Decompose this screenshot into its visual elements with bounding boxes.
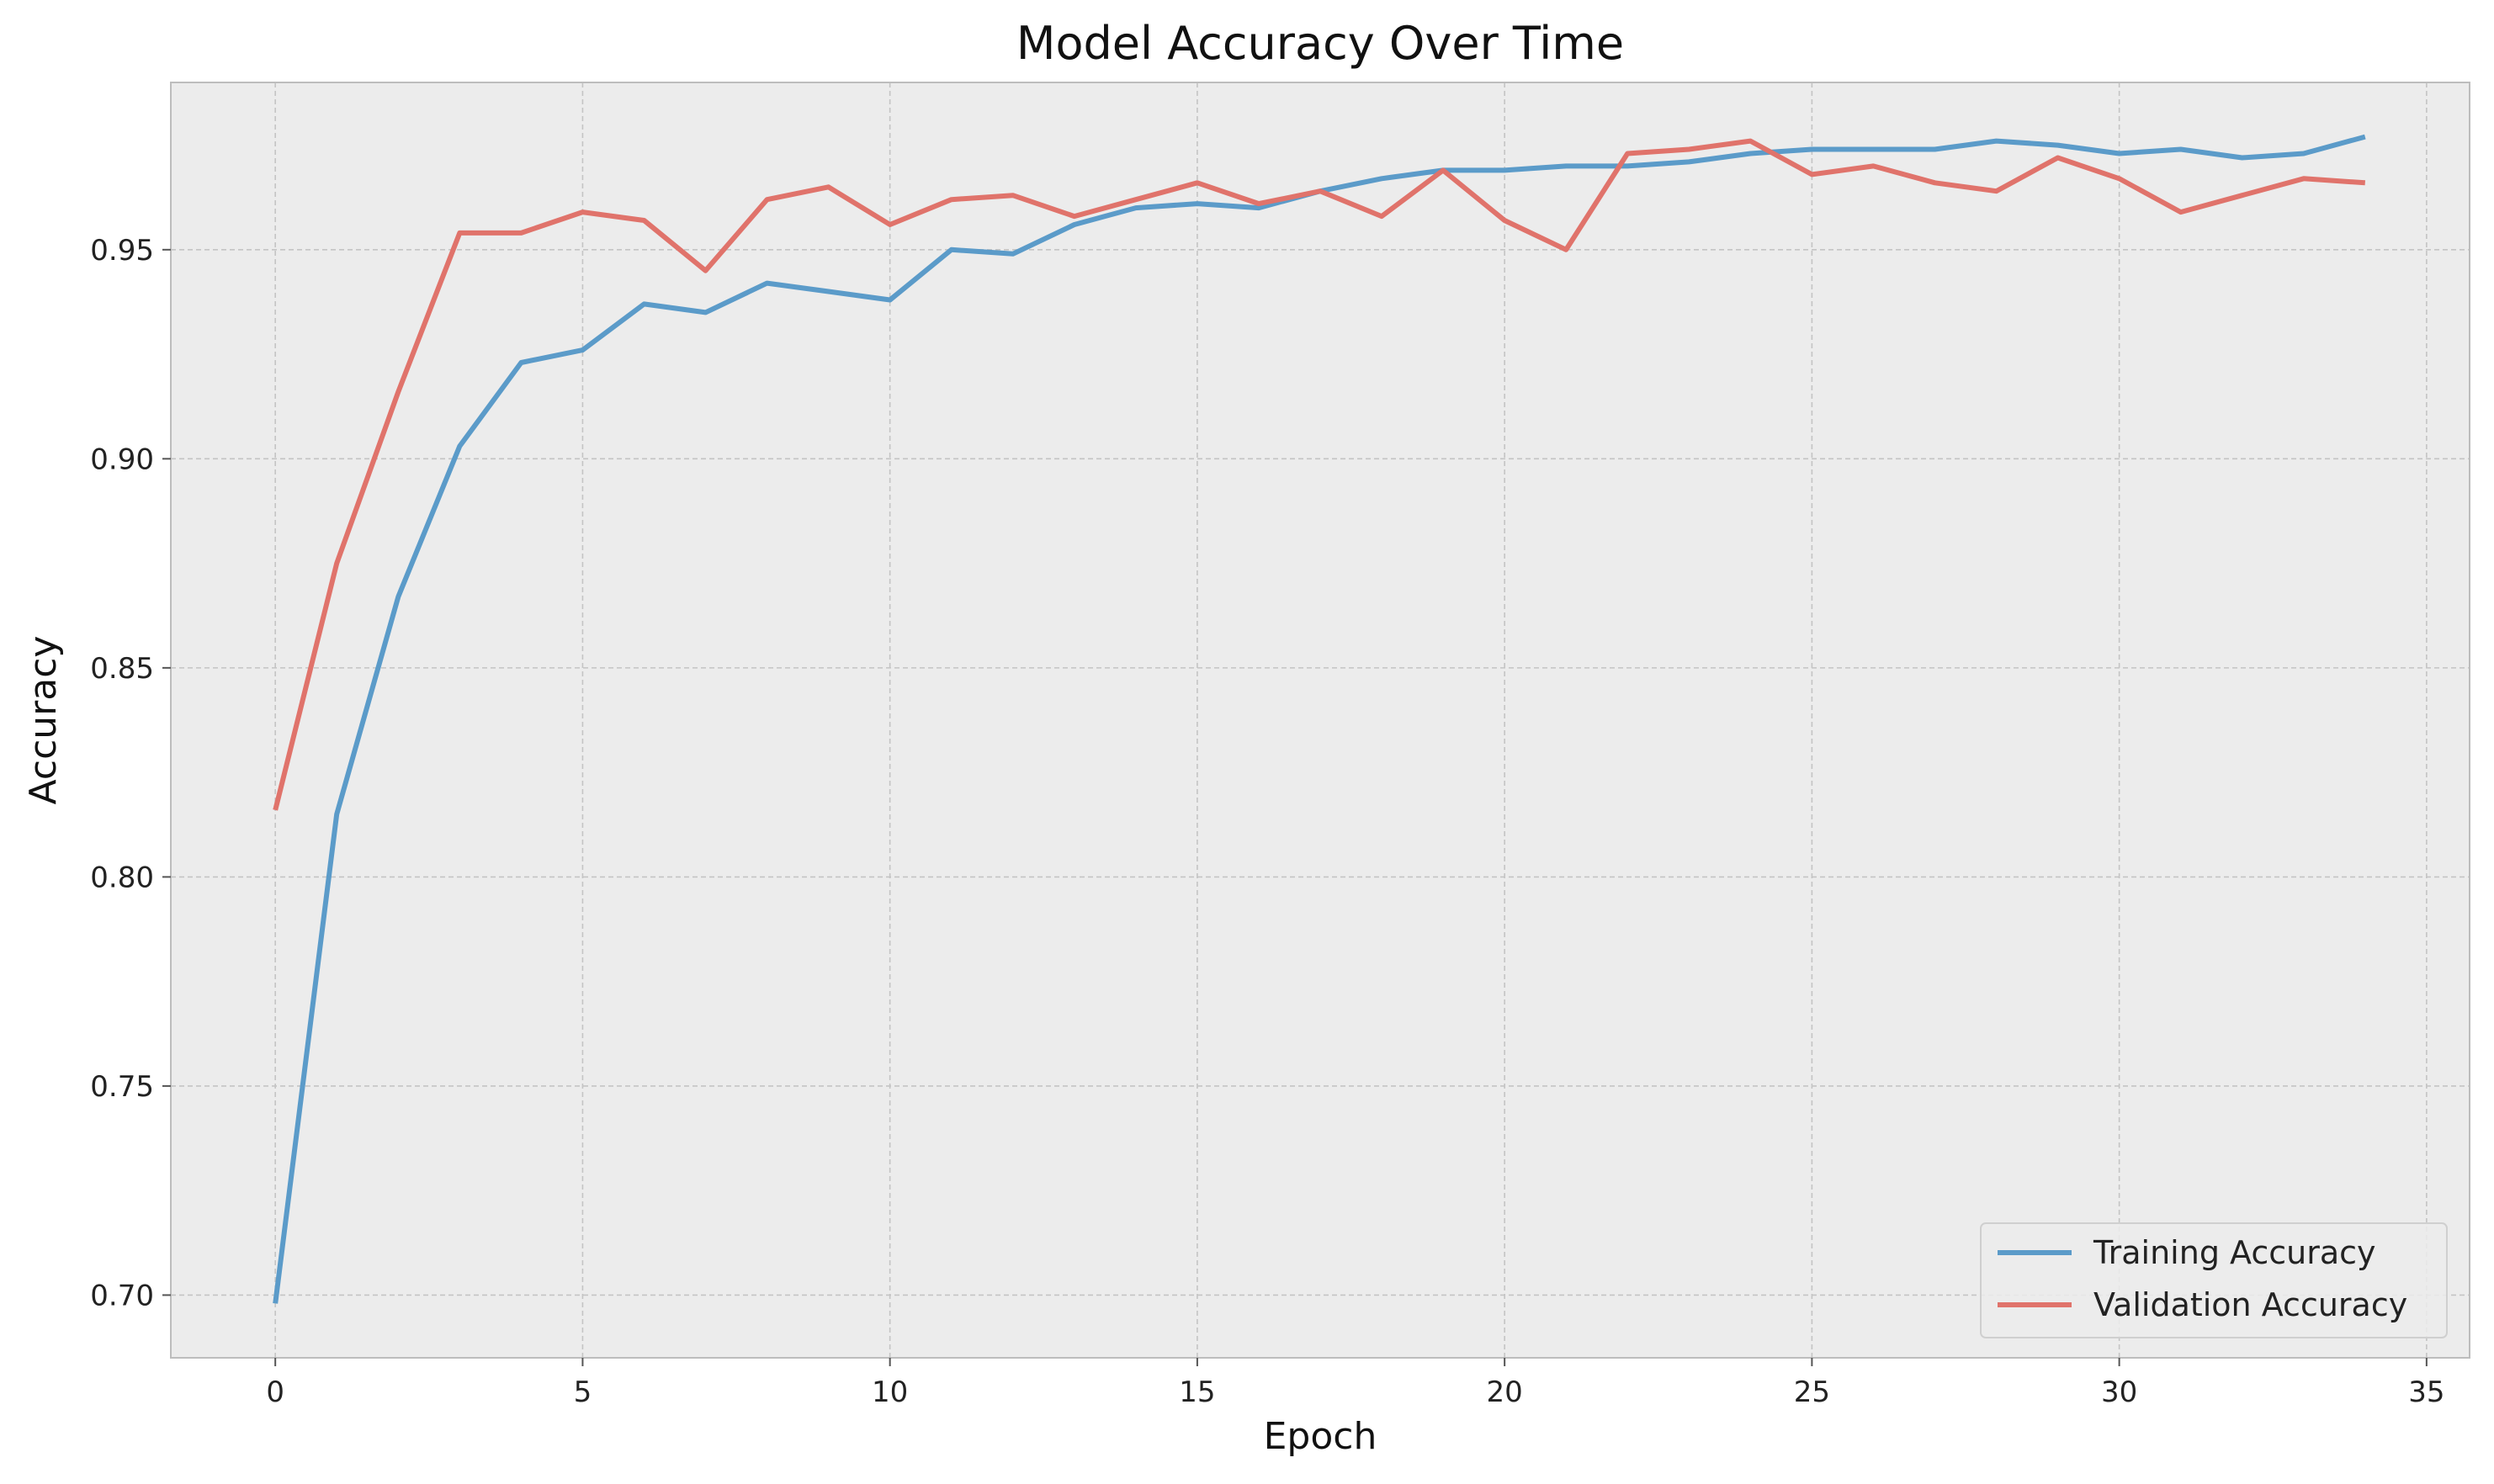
data-point [1012,253,1013,254]
data-point [398,391,399,392]
data-point [398,596,399,597]
data-point [1996,140,1997,141]
legend: Training Accuracy Validation Accuracy [1980,1222,2448,1338]
data-point [1934,149,1935,150]
data-point [951,249,952,250]
y-tick-label: 0.90 [90,443,154,476]
data-point [2057,157,2058,158]
y-axis-title: Accuracy [22,636,65,805]
data-point [828,187,829,188]
data-point [644,220,645,221]
data-point [1012,195,1013,196]
data-point [1750,140,1751,141]
data-point [705,270,706,271]
data-point [1996,191,1997,192]
data-point [889,299,890,300]
legend-label-validation: Validation Accuracy [2093,1286,2407,1323]
data-point [2303,153,2304,154]
x-tick-label: 15 [1179,1375,1215,1409]
data-point [1627,153,1628,154]
legend-label-training: Training Accuracy [2093,1234,2376,1271]
data-point [2180,212,2181,213]
data-point [1627,166,1628,167]
data-point [644,304,645,305]
data-point [2303,178,2304,179]
x-tick-label: 30 [2101,1375,2137,1409]
data-point [1443,170,1444,171]
data-point [275,1303,276,1304]
data-point [2364,136,2365,137]
data-point [1689,149,1690,150]
chart-title: Model Accuracy Over Time [1016,17,1624,70]
x-tick-label: 35 [2408,1375,2444,1409]
y-tick-label: 0.70 [90,1279,154,1312]
data-point [2180,149,2181,150]
series-lines [273,134,2366,1304]
data-point [275,809,276,810]
data-point [1135,208,1136,209]
grid-lines [171,82,2470,1358]
data-point [2119,178,2120,179]
data-point [1504,220,1505,221]
axis-ticks: 0 5 10 15 20 25 30 35 0.70 0.75 0.80 0.85 0.90 0.95 [90,234,2444,1409]
data-point [1135,199,1136,200]
y-tick-label: 0.85 [90,652,154,686]
data-point [1074,224,1075,225]
legend-box [1980,1222,2448,1338]
data-point [1750,153,1751,154]
data-point [1320,191,1321,192]
data-point [1504,170,1505,171]
data-point [459,232,460,233]
data-point [2119,153,2120,154]
data-point [521,232,522,233]
series-line-validation [273,138,2366,811]
data-point [889,224,890,225]
data-point [582,212,583,213]
x-tick-label: 5 [574,1375,592,1409]
data-point [459,446,460,447]
data-point [1873,166,1874,167]
y-tick-label: 0.75 [90,1070,154,1104]
x-tick-label: 25 [1794,1375,1830,1409]
data-point [828,291,829,292]
data-point [1873,149,1874,150]
y-tick-label: 0.80 [90,861,154,894]
data-point [2057,145,2058,146]
x-tick-label: 0 [266,1375,284,1409]
plot-area [171,82,2470,1358]
x-tick-label: 10 [872,1375,908,1409]
plot-frame [170,82,2470,1359]
y-tick-label: 0.95 [90,234,154,268]
data-point [1566,249,1567,250]
data-point [1258,208,1259,209]
x-tick-label: 20 [1487,1375,1523,1409]
data-point [1074,216,1075,217]
data-point [951,199,952,200]
x-axis-title: Epoch [1264,1415,1377,1458]
data-point [705,312,706,313]
data-point [582,350,583,351]
data-point [1566,166,1567,167]
